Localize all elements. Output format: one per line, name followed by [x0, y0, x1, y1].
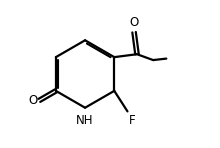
Text: F: F	[129, 114, 136, 127]
Text: O: O	[129, 16, 139, 29]
Text: O: O	[28, 94, 37, 107]
Text: NH: NH	[76, 114, 94, 127]
